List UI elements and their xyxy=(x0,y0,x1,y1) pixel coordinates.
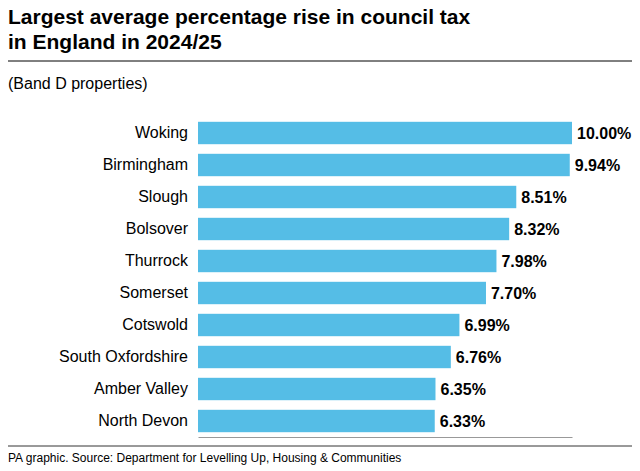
bar xyxy=(198,250,496,272)
y-tick-label: Slough xyxy=(138,188,188,205)
subtitle: (Band D properties) xyxy=(8,75,148,92)
bar xyxy=(198,122,572,144)
title-line: Largest average percentage rise in counc… xyxy=(8,5,471,28)
data-label: 9.94% xyxy=(575,157,620,174)
data-label: 6.99% xyxy=(464,317,509,334)
data-labels: 10.00% 9.94% 8.51% 8.32% 7.98% 7.70% 6.99% 6.76… xyxy=(440,125,632,430)
x-axis xyxy=(199,437,573,438)
data-label: 7.70% xyxy=(491,285,536,302)
y-tick-label: Somerset xyxy=(120,284,189,301)
y-tick: Bolsover xyxy=(126,220,198,237)
y-tick-label: Amber Valley xyxy=(94,380,188,397)
data-label: 10.00% xyxy=(577,125,631,142)
bar xyxy=(198,314,459,336)
title-line: in England in 2024/25 xyxy=(8,30,222,53)
y-tick: Birmingham xyxy=(103,156,198,173)
y-tick: Woking xyxy=(135,124,198,141)
chart: Largest average percentage rise in counc… xyxy=(0,0,640,471)
y-tick-label: North Devon xyxy=(98,412,188,429)
y-tick: Somerset xyxy=(120,284,198,301)
source: PA graphic. Source: Department for Level… xyxy=(8,451,401,465)
title: Largest average percentage rise in counc… xyxy=(8,5,471,53)
bar xyxy=(198,186,516,208)
data-label: 6.35% xyxy=(440,381,485,398)
x-axis-line xyxy=(199,437,573,438)
title-rule xyxy=(8,61,632,62)
bar xyxy=(198,154,570,176)
y-tick: Amber Valley xyxy=(94,380,198,397)
y-tick-label: Cotswold xyxy=(122,316,188,333)
y-tick-label: Woking xyxy=(135,124,188,141)
data-label: 8.32% xyxy=(514,221,559,238)
y-tick: South Oxfordshire xyxy=(59,348,198,365)
y-tick-label: Birmingham xyxy=(103,156,188,173)
bar xyxy=(198,218,509,240)
y-tick: North Devon xyxy=(98,412,198,429)
data-label: 6.76% xyxy=(456,349,501,366)
y-tick-label: Bolsover xyxy=(126,220,189,237)
bar xyxy=(198,410,435,432)
bars xyxy=(198,122,572,432)
y-tick: Slough xyxy=(138,188,198,205)
data-label: 7.98% xyxy=(501,253,546,270)
y-tick-label: South Oxfordshire xyxy=(59,348,188,365)
bar xyxy=(198,346,451,368)
bar xyxy=(198,282,486,304)
source-rule xyxy=(8,446,632,447)
y-tick: Thurrock xyxy=(125,252,198,269)
y-tick: Cotswold xyxy=(122,316,198,333)
y-axis: Woking Birmingham Slough Bolsover Thurrock So… xyxy=(59,124,198,429)
y-tick-label: Thurrock xyxy=(125,252,189,269)
data-label: 6.33% xyxy=(440,413,485,430)
data-label: 8.51% xyxy=(521,189,566,206)
bar xyxy=(198,378,435,400)
